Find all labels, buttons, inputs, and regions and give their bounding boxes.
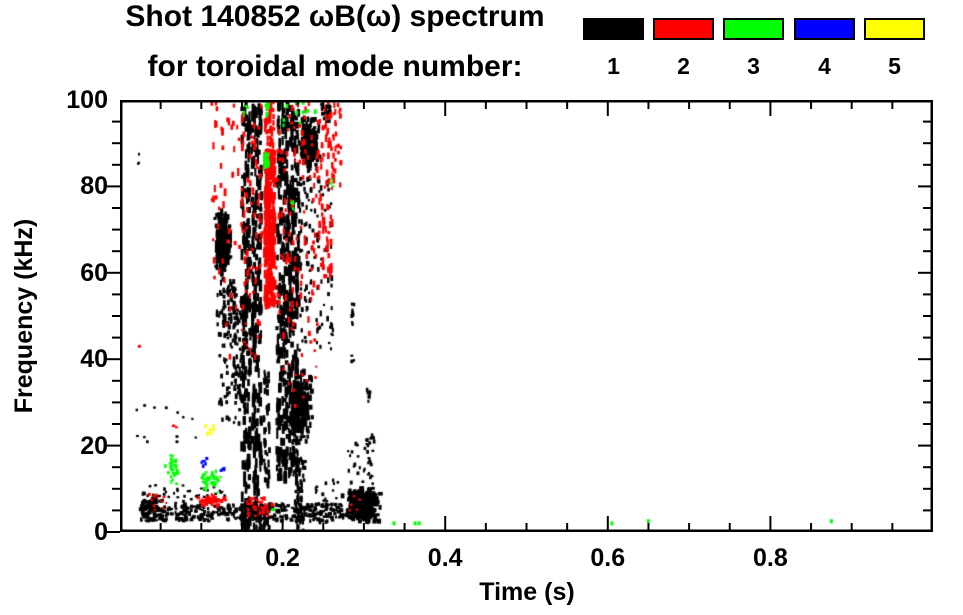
- chart-title-line2: for toroidal mode number:: [147, 50, 523, 83]
- y-tick-label-80: 80: [80, 172, 108, 201]
- legend-swatch-4: [794, 18, 855, 40]
- x-tick-label-0.6: 0.6: [590, 544, 626, 572]
- chart-title-line1: Shot 140852 ωB(ω) spectrum: [125, 0, 545, 33]
- legend-label-3: 3: [747, 53, 760, 79]
- y-tick-label-100: 100: [66, 86, 108, 114]
- legend-swatch-1: [583, 18, 644, 40]
- y-tick-label-60: 60: [80, 258, 108, 287]
- legend-label-5: 5: [888, 53, 901, 79]
- legend-label-1: 1: [607, 53, 620, 79]
- y-axis-title: Frequency (kHz): [10, 218, 38, 414]
- x-tick-label-0.8: 0.8: [753, 544, 788, 572]
- legend-swatch-5: [864, 18, 925, 40]
- y-tick-label-0: 0: [94, 518, 108, 546]
- spectrogram-data-canvas: [120, 100, 933, 532]
- y-tick-label-40: 40: [80, 345, 108, 374]
- legend-label-2: 2: [677, 53, 690, 79]
- y-tick-label-20: 20: [80, 431, 108, 460]
- x-tick-label-0.4: 0.4: [427, 544, 463, 572]
- x-tick-label-0.2: 0.2: [265, 544, 300, 572]
- legend-label-4: 4: [818, 53, 831, 79]
- legend-swatch-3: [723, 18, 784, 40]
- x-axis-title: Time (s): [479, 578, 575, 606]
- legend-swatch-2: [653, 18, 714, 40]
